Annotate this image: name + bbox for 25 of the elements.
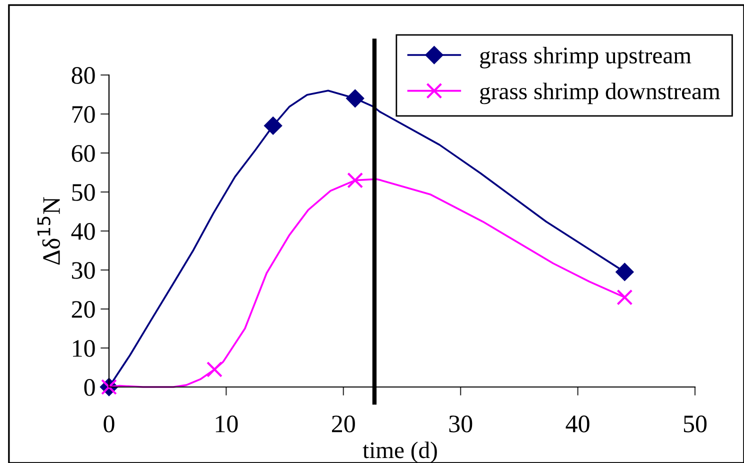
x-axis-title: time (d) <box>362 442 437 463</box>
x-tick-label: 50 <box>684 416 707 432</box>
point <box>264 116 282 135</box>
legend-label: grass shrimp downstream <box>480 82 720 104</box>
point <box>347 172 364 188</box>
y-tick-label: 60 <box>72 145 95 162</box>
y-axis-title: Δδ$^{15}$N <box>37 197 60 265</box>
x-tick-label: 40 <box>566 416 590 432</box>
x-tick-label: 30 <box>449 416 472 432</box>
y-tick-label: 30 <box>72 262 95 279</box>
x-tick-label: 20 <box>332 416 355 432</box>
point <box>346 90 364 108</box>
y-tick-label: 70 <box>72 106 95 123</box>
y-tick-label: 20 <box>72 301 95 318</box>
y-tick-label: 50 <box>72 184 95 201</box>
point <box>206 361 222 378</box>
x-tick-label: 0 <box>104 416 114 432</box>
point <box>616 289 633 306</box>
y-tick-label: 10 <box>73 340 95 357</box>
legend-label: grass shrimp upstream <box>480 46 692 68</box>
point <box>616 263 634 281</box>
y-tick-label: 0 <box>84 379 95 396</box>
y-tick-label: 80 <box>72 67 95 84</box>
x-tick-label: 10 <box>216 416 238 432</box>
y-tick-label: 40 <box>71 223 95 240</box>
